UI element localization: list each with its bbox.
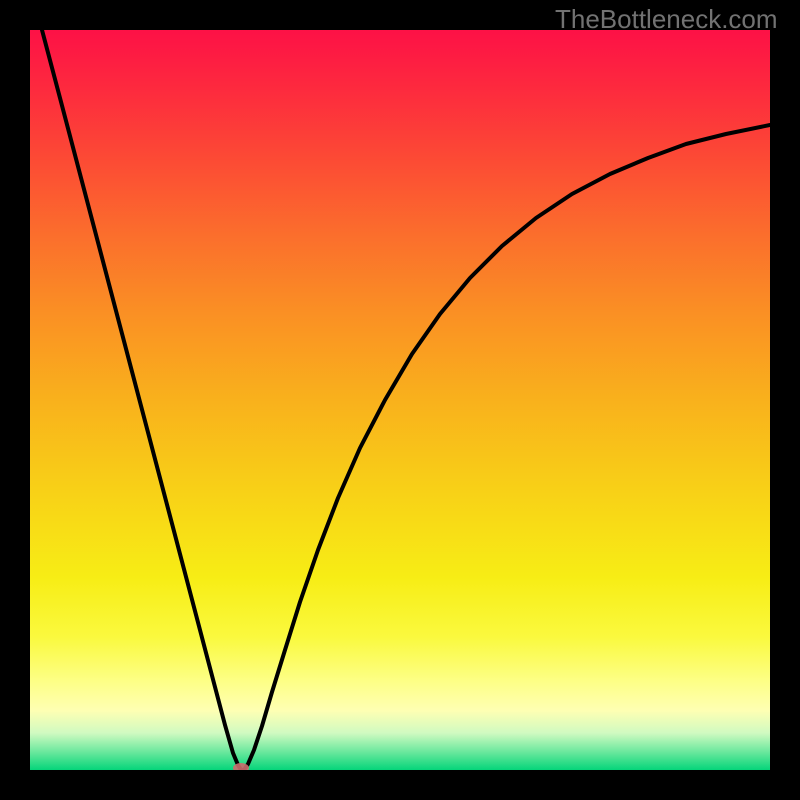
chart-svg [30, 30, 770, 770]
plot-area [30, 30, 770, 770]
watermark-text: TheBottleneck.com [555, 4, 778, 35]
